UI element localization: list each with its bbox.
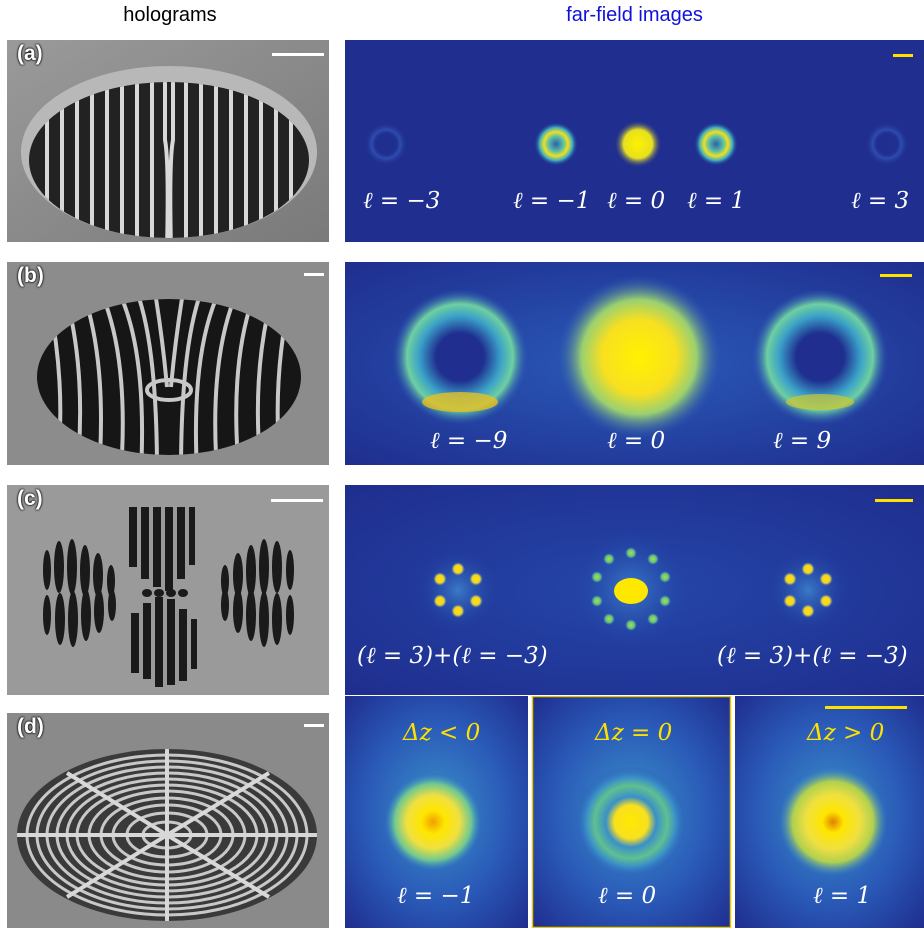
far-field-scale-bar-d <box>825 706 907 709</box>
panel-label-b: (b) <box>17 264 44 287</box>
mode-label-a-4: ℓ = 1 <box>687 188 746 214</box>
high-order-fork-hologram-graphic <box>7 262 329 465</box>
fork-hologram-graphic <box>7 40 329 242</box>
mode-label-d-1: ℓ = −1 <box>397 883 475 909</box>
mode-label-a-2: ℓ = −1 <box>513 188 591 214</box>
panel-label-d: (d) <box>17 715 44 738</box>
far-field-scale-bar-c <box>875 499 913 502</box>
mode-label-a-3: ℓ = 0 <box>607 188 666 214</box>
far-field-spots-d <box>345 696 924 928</box>
panel-label-c: (c) <box>17 487 43 510</box>
far-field-spots-a <box>364 120 909 168</box>
hologram-sem-image-c: (c) <box>7 485 329 695</box>
far-field-scale-bar-b <box>880 274 912 277</box>
mode-label-d-2: ℓ = 0 <box>598 883 657 909</box>
holograms-column-header: holograms <box>123 4 217 26</box>
spiral-zone-plate-hologram-graphic <box>7 713 329 928</box>
far-field-column-header: far-field images <box>566 4 703 26</box>
sem-scale-bar-c <box>271 499 323 502</box>
far-field-image-d: Δz < 0 Δz = 0 Δz > 0 ℓ = −1 ℓ = 0 ℓ = 1 <box>345 696 924 928</box>
mode-label-b-1: ℓ = −9 <box>430 428 508 454</box>
petal-hologram-graphic <box>7 485 329 695</box>
far-field-spots-c <box>345 485 924 695</box>
hologram-sem-image-a: (a) <box>7 40 329 242</box>
far-field-image-c: (ℓ = 3)+(ℓ = −3) (ℓ = 3)+(ℓ = −3) <box>345 485 924 695</box>
defocus-label-d-3: Δz > 0 <box>807 720 885 746</box>
hologram-sem-image-d: (d) <box>7 713 329 928</box>
mode-label-a-5: ℓ = 3 <box>851 188 910 214</box>
sem-scale-bar-b <box>304 273 324 276</box>
mode-label-b-3: ℓ = 9 <box>773 428 832 454</box>
mode-label-c-2: (ℓ = 3)+(ℓ = −3) <box>717 643 908 669</box>
far-field-image-b: ℓ = −9 ℓ = 0 ℓ = 9 <box>345 262 924 465</box>
defocus-label-d-1: Δz < 0 <box>403 720 481 746</box>
mode-label-b-2: ℓ = 0 <box>607 428 666 454</box>
hologram-sem-image-b: (b) <box>7 262 329 465</box>
defocus-label-d-2: Δz = 0 <box>595 720 673 746</box>
mode-label-d-3: ℓ = 1 <box>813 883 872 909</box>
sem-scale-bar-d <box>304 724 324 727</box>
mode-label-c-1: (ℓ = 3)+(ℓ = −3) <box>357 643 548 669</box>
sem-scale-bar-a <box>272 53 324 56</box>
mode-label-a-1: ℓ = −3 <box>363 188 441 214</box>
far-field-spots-b <box>345 262 924 465</box>
panel-label-a: (a) <box>17 42 43 65</box>
far-field-image-a: ℓ = −3 ℓ = −1 ℓ = 0 ℓ = 1 ℓ = 3 <box>345 40 924 242</box>
far-field-scale-bar-a <box>893 54 913 57</box>
